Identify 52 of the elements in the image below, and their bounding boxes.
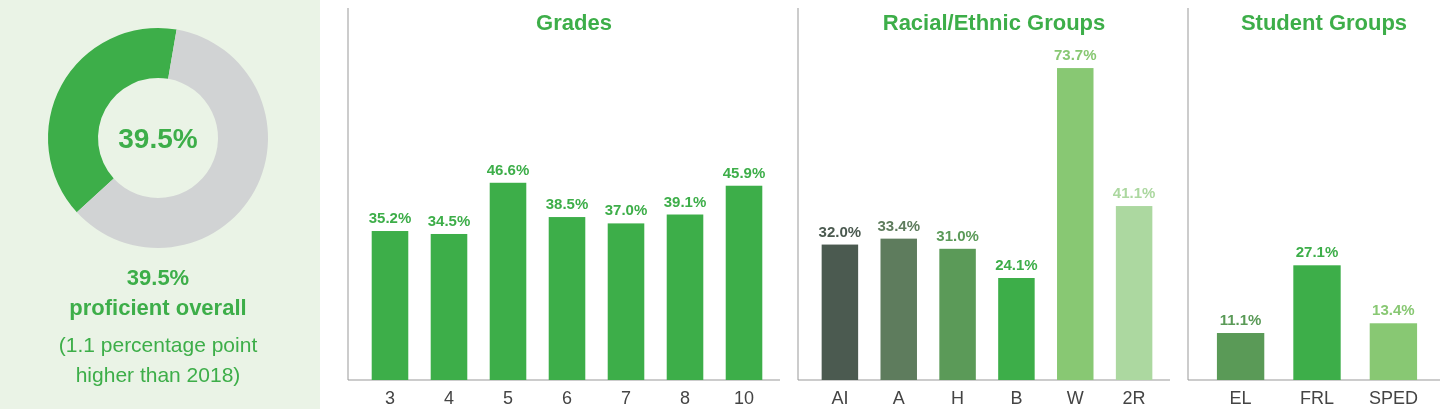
bar	[607, 223, 645, 380]
x-tick-label: EL	[1229, 388, 1252, 408]
x-tick-label: 2R	[1122, 388, 1146, 408]
data-label: 24.1%	[995, 256, 1038, 273]
data-label: 11.1%	[1219, 311, 1262, 329]
data-label: 45.9%	[722, 163, 766, 181]
text: 39.5%	[118, 123, 198, 154]
x-tick-label: W	[1066, 388, 1084, 408]
data-label: 39.1%	[663, 192, 707, 210]
data-label: 73.7%	[1053, 46, 1097, 64]
bar	[430, 233, 468, 380]
bar	[939, 248, 976, 380]
data-label: 41.1%	[1112, 184, 1156, 202]
data-label: 35.2%	[368, 209, 412, 227]
bar	[489, 182, 527, 380]
data-label: 34.5%	[427, 211, 471, 229]
x-tick-label: AI	[831, 388, 849, 408]
data-label: 46.6%	[486, 160, 530, 178]
x-tick-label: 5	[502, 388, 514, 408]
bar	[1115, 206, 1153, 380]
data-label: 27.1%	[1295, 243, 1339, 261]
data-label: 37.0%	[604, 201, 648, 219]
bar	[821, 244, 859, 380]
bar	[998, 278, 1035, 380]
x-tick-label: 6	[561, 388, 573, 408]
chart-title: Student Groups	[1240, 10, 1408, 35]
x-tick-label: 3	[384, 388, 395, 408]
bar	[371, 231, 409, 380]
x-tick-label: 4	[443, 388, 454, 408]
data-label: 31.0%	[936, 226, 979, 244]
data-label: 33.4%	[877, 216, 921, 234]
data-label: 32.0%	[818, 222, 862, 240]
text: (1.1 percentage point higher than 2018)	[58, 333, 258, 386]
x-tick-label: B	[1010, 388, 1023, 408]
donut-slice	[76, 29, 268, 248]
bar	[666, 214, 704, 380]
data-label: 38.5%	[545, 195, 589, 213]
x-tick-label: H	[951, 388, 965, 408]
x-tick-label: 8	[680, 388, 691, 408]
bar	[1057, 68, 1094, 380]
bar	[880, 238, 917, 380]
text: 39.5% proficient overall	[69, 265, 247, 320]
data-label: 13.4%	[1372, 301, 1415, 319]
x-tick-label: SPED	[1368, 388, 1418, 408]
bar	[548, 217, 586, 380]
chart-title: Racial/Ethnic Groups	[882, 10, 1106, 35]
x-tick-label: 7	[620, 388, 632, 408]
x-tick-label: A	[892, 388, 905, 408]
x-tick-label: FRL	[1299, 388, 1335, 408]
chart-title: Grades	[536, 10, 612, 35]
bar	[725, 185, 763, 380]
x-tick-label: 10	[733, 388, 755, 408]
